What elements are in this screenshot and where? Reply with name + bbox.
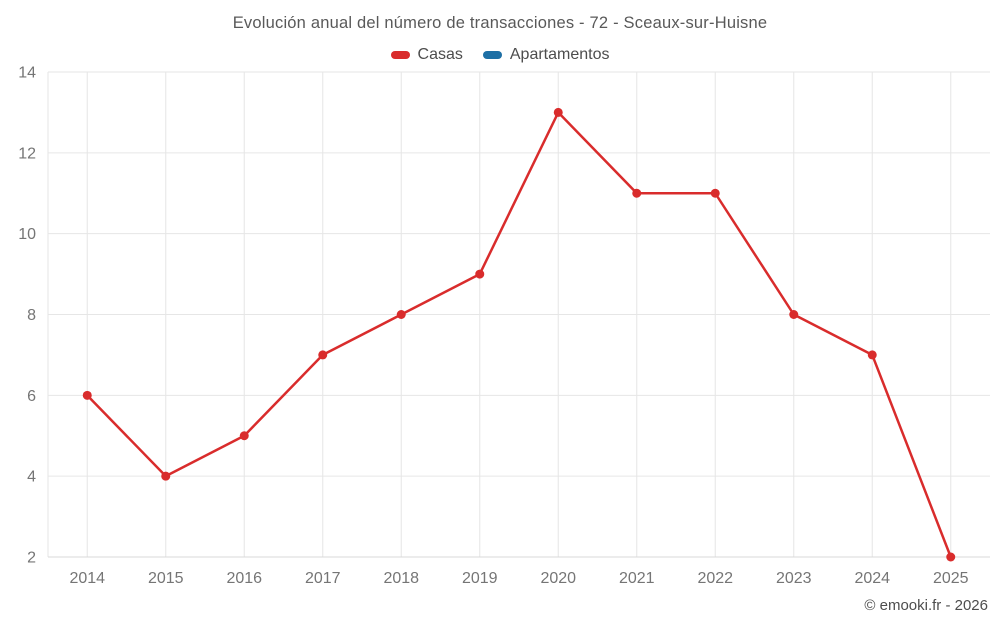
x-axis-tick-label: 2015 bbox=[148, 570, 184, 587]
data-point-casas-2014[interactable] bbox=[82, 390, 92, 400]
y-axis-tick-label: 12 bbox=[18, 145, 36, 162]
x-axis-tick-label: 2016 bbox=[226, 570, 262, 587]
x-axis-tick-label: 2024 bbox=[854, 570, 890, 587]
legend-swatch-apartamentos-icon bbox=[482, 51, 502, 59]
data-point-casas-2020[interactable] bbox=[553, 107, 563, 117]
x-axis-tick-label: 2019 bbox=[462, 570, 498, 587]
y-axis-tick-label: 4 bbox=[27, 469, 36, 486]
legend-label-casas: Casas bbox=[417, 46, 463, 63]
data-point-casas-2022[interactable] bbox=[710, 188, 720, 198]
x-axis-tick-label: 2018 bbox=[383, 570, 419, 587]
data-point-casas-2025[interactable] bbox=[946, 552, 956, 562]
x-axis-tick-label: 2017 bbox=[305, 570, 341, 587]
x-axis-tick-label: 2021 bbox=[619, 570, 655, 587]
legend-item-casas[interactable]: Casas bbox=[390, 46, 463, 64]
x-axis-tick-label: 2022 bbox=[697, 570, 733, 587]
data-point-casas-2024[interactable] bbox=[867, 350, 877, 360]
legend-label-apartamentos: Apartamentos bbox=[509, 46, 610, 63]
y-axis-tick-label: 10 bbox=[18, 226, 36, 243]
x-axis-tick-label: 2023 bbox=[776, 570, 812, 587]
data-point-casas-2017[interactable] bbox=[318, 350, 328, 360]
series-line-casas bbox=[86, 111, 952, 559]
y-axis-tick-label: 14 bbox=[18, 65, 36, 82]
legend: Casas Apartamentos bbox=[0, 46, 1000, 64]
x-axis-tick-label: 2014 bbox=[69, 570, 105, 587]
data-point-casas-2021[interactable] bbox=[632, 188, 642, 198]
data-point-casas-2016[interactable] bbox=[239, 431, 249, 441]
data-point-casas-2023[interactable] bbox=[789, 310, 799, 319]
copyright-text: © emooki.fr - 2026 bbox=[864, 597, 988, 614]
x-axis-tick-label: 2020 bbox=[540, 570, 576, 587]
y-axis-tick-label: 8 bbox=[27, 307, 36, 324]
y-axis-tick-label: 6 bbox=[27, 388, 36, 405]
chart-title: Evolución anual del número de transaccio… bbox=[232, 14, 768, 32]
legend-item-apartamentos[interactable]: Apartamentos bbox=[482, 46, 610, 64]
y-axis-tick-label: 2 bbox=[27, 550, 36, 567]
data-point-casas-2019[interactable] bbox=[475, 269, 485, 279]
legend-swatch-casas-icon bbox=[390, 51, 410, 59]
data-point-casas-2018[interactable] bbox=[396, 310, 406, 319]
x-axis-tick-label: 2025 bbox=[933, 570, 969, 587]
data-point-casas-2015[interactable] bbox=[161, 471, 171, 481]
